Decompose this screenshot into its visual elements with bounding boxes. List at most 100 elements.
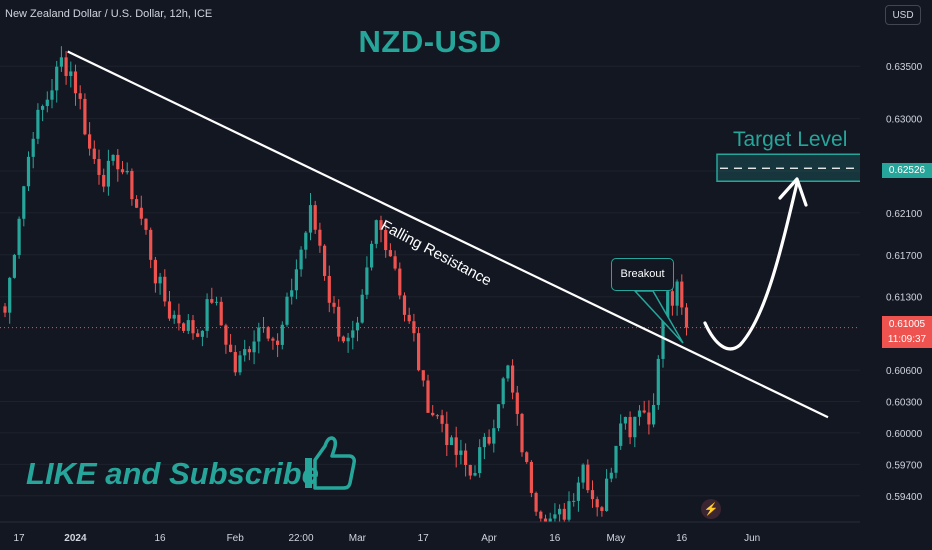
candle-body: [304, 232, 308, 250]
price-tick-label: 0.61700: [886, 251, 923, 262]
candle-body: [17, 218, 21, 255]
candle-body: [200, 330, 204, 337]
candle-body: [73, 71, 78, 94]
candle-body: [614, 445, 618, 473]
candle-body: [26, 156, 31, 187]
candle-body: [374, 220, 378, 244]
candle-body: [487, 436, 491, 444]
candle-body: [360, 294, 364, 323]
candle-body: [130, 170, 134, 200]
candle-body: [412, 321, 416, 334]
candle-body: [106, 160, 110, 187]
candle-body: [205, 299, 209, 331]
candle-body: [45, 99, 49, 107]
candle-body: [562, 508, 566, 520]
candle-body: [666, 291, 670, 319]
projection-arrowhead: [778, 177, 808, 207]
candle-body: [619, 423, 623, 446]
candle-body: [534, 492, 538, 512]
candle-body: [88, 134, 92, 149]
candle-body: [247, 349, 251, 353]
candle-body: [144, 218, 148, 230]
candle-body: [294, 269, 298, 291]
candle-body: [69, 71, 73, 76]
breakout-callout[interactable]: Breakout: [611, 258, 674, 291]
time-tick-label: 16: [154, 533, 166, 544]
candle-body: [402, 295, 407, 315]
price-tick-label: 0.60000: [886, 429, 923, 440]
candle-body: [440, 415, 444, 424]
candle-body: [633, 416, 637, 438]
candle-body: [656, 358, 660, 405]
candles: [3, 46, 689, 539]
candle-body: [652, 404, 656, 425]
bar-countdown: 11:09:37: [887, 334, 927, 345]
candle-body: [36, 109, 40, 139]
candle-body: [229, 344, 233, 352]
candle-body: [525, 452, 529, 462]
candle-body: [623, 416, 627, 424]
candle-body: [41, 106, 45, 110]
candle-body: [3, 306, 7, 313]
candle-body: [186, 320, 190, 331]
time-tick-label: 16: [549, 533, 561, 544]
target-level-label: Target Level: [733, 128, 848, 151]
candle-body: [609, 472, 613, 479]
candle-body: [600, 507, 604, 511]
candle-body: [59, 57, 63, 67]
candle-body: [595, 499, 599, 508]
lightning-bolt-icon[interactable]: ⚡: [701, 499, 721, 519]
candle-body: [393, 256, 397, 269]
candle-body: [64, 57, 68, 76]
candle-body: [318, 229, 322, 246]
candle-body: [388, 250, 392, 257]
candle-body: [285, 296, 289, 325]
candle-body: [684, 307, 689, 328]
candle-body: [370, 243, 374, 268]
candle-body: [590, 490, 595, 500]
candle-body: [149, 229, 153, 260]
candle-body: [464, 450, 468, 465]
time-tick-label: 2024: [64, 533, 87, 544]
candle-body: [637, 410, 642, 417]
candle-body: [558, 508, 562, 515]
candle-body: [675, 281, 679, 306]
price-tick-label: 0.59700: [886, 460, 923, 471]
candle-body: [120, 169, 125, 173]
candle-body: [313, 205, 317, 230]
time-tick-label: Jun: [744, 533, 760, 544]
candle-body: [449, 437, 454, 446]
candle-body: [473, 473, 477, 476]
time-tick-label: 16: [676, 533, 688, 544]
candle-body: [506, 365, 510, 379]
candle-body: [379, 220, 383, 230]
candle-body: [337, 306, 341, 337]
candle-body: [139, 207, 143, 219]
candle-body: [680, 281, 684, 308]
candle-body: [346, 337, 350, 342]
candle-body: [478, 447, 482, 474]
candle-body: [341, 336, 345, 342]
time-tick-label: Apr: [481, 533, 497, 544]
candle-body: [323, 245, 327, 276]
candle-body: [50, 90, 54, 100]
candle-body: [102, 174, 106, 187]
candle-body: [97, 159, 101, 175]
currency-button[interactable]: USD: [885, 5, 921, 25]
time-tick-label: 17: [13, 533, 25, 544]
price-tick-label: 0.62100: [886, 209, 923, 220]
time-tick-label: Feb: [227, 533, 245, 544]
candle-body: [586, 464, 590, 491]
candle-body: [210, 299, 214, 303]
candle-body: [214, 301, 219, 303]
candle-body: [182, 323, 186, 331]
candle-body: [219, 301, 223, 326]
candle-body: [163, 276, 167, 302]
price-tick-label: 0.60300: [886, 398, 923, 409]
time-axis-background: [0, 522, 932, 550]
falling-resistance-line[interactable]: [67, 50, 829, 419]
candle-body: [553, 514, 557, 519]
time-axis[interactable]: 17 2024 16 Feb 22:00 Mar 17 Apr 16 May 16 Jun: [13, 533, 760, 544]
candle-body: [576, 482, 580, 501]
